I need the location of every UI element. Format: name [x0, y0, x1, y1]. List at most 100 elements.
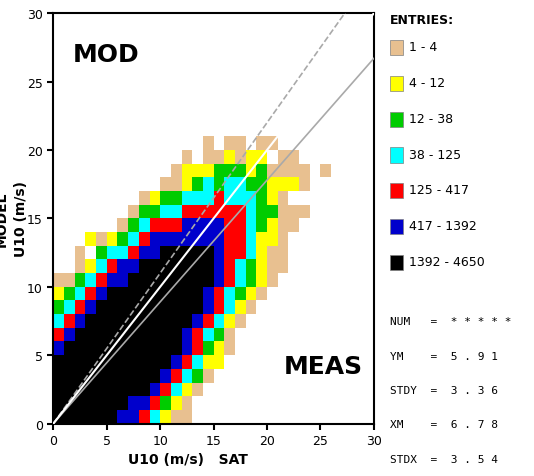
Bar [117, 260, 128, 274]
Bar [107, 410, 117, 424]
Text: 1392 - 4650: 1392 - 4650 [409, 255, 484, 268]
Bar [171, 328, 182, 342]
Bar [203, 137, 214, 151]
Text: MODEL: MODEL [0, 191, 9, 247]
Bar [235, 274, 246, 287]
Bar [171, 219, 182, 233]
Bar [107, 246, 117, 260]
Bar [214, 260, 224, 274]
Bar [171, 192, 182, 205]
Bar [256, 178, 267, 192]
Bar [192, 192, 203, 205]
Bar [192, 315, 203, 328]
Bar [235, 219, 246, 233]
Bar [203, 151, 214, 164]
Bar [160, 178, 171, 192]
Bar [64, 328, 75, 342]
Bar [96, 301, 107, 315]
Bar [288, 219, 299, 233]
Bar [214, 151, 224, 164]
Bar [171, 233, 182, 246]
Bar [278, 246, 288, 260]
Bar [64, 342, 75, 356]
Bar [64, 287, 75, 301]
Bar [182, 260, 192, 274]
Bar [53, 397, 64, 410]
Bar [246, 205, 256, 219]
Bar [182, 164, 192, 178]
Bar [160, 246, 171, 260]
Bar [128, 287, 139, 301]
Bar [150, 342, 160, 356]
Bar [192, 178, 203, 192]
Text: XM    =  6 . 7 8: XM = 6 . 7 8 [390, 419, 498, 429]
Bar [288, 205, 299, 219]
Bar [171, 410, 182, 424]
Bar [75, 342, 85, 356]
Bar [278, 151, 288, 164]
Bar [128, 260, 139, 274]
Bar [235, 301, 246, 315]
Bar [160, 260, 171, 274]
Bar [128, 369, 139, 383]
Bar [256, 260, 267, 274]
Bar [160, 328, 171, 342]
Bar [139, 342, 150, 356]
Bar [117, 397, 128, 410]
Bar [117, 315, 128, 328]
Bar [278, 233, 288, 246]
Bar [224, 287, 235, 301]
Bar [107, 233, 117, 246]
Bar [139, 205, 150, 219]
Bar [246, 233, 256, 246]
Bar [139, 192, 150, 205]
Bar [85, 260, 96, 274]
Bar [85, 301, 96, 315]
Bar [150, 233, 160, 246]
Bar [96, 397, 107, 410]
Bar [128, 301, 139, 315]
Bar [203, 287, 214, 301]
Bar [75, 369, 85, 383]
Bar [128, 410, 139, 424]
Text: U10 (m/s): U10 (m/s) [14, 181, 28, 257]
Bar [96, 260, 107, 274]
Bar [224, 246, 235, 260]
Bar [117, 274, 128, 287]
Bar [203, 246, 214, 260]
Bar [192, 274, 203, 287]
Bar [64, 315, 75, 328]
Bar [224, 205, 235, 219]
Bar [64, 410, 75, 424]
Bar [171, 205, 182, 219]
Bar [235, 233, 246, 246]
Bar [128, 328, 139, 342]
Bar [53, 369, 64, 383]
Bar [75, 356, 85, 369]
Bar [75, 287, 85, 301]
Bar [267, 233, 278, 246]
Bar [182, 328, 192, 342]
Bar [224, 137, 235, 151]
Bar [171, 287, 182, 301]
Bar [224, 342, 235, 356]
Text: 38 - 125: 38 - 125 [409, 148, 461, 161]
Bar [214, 233, 224, 246]
Bar [235, 260, 246, 274]
Bar [267, 137, 278, 151]
Text: 125 - 417: 125 - 417 [409, 184, 468, 197]
Bar [96, 383, 107, 397]
Bar [214, 356, 224, 369]
Bar [299, 164, 310, 178]
Bar [224, 178, 235, 192]
Bar [150, 383, 160, 397]
Bar [107, 356, 117, 369]
Bar [53, 383, 64, 397]
Bar [235, 246, 246, 260]
Bar [235, 192, 246, 205]
Bar [75, 274, 85, 287]
Bar [150, 219, 160, 233]
Bar [96, 246, 107, 260]
Bar [203, 342, 214, 356]
Bar [182, 192, 192, 205]
